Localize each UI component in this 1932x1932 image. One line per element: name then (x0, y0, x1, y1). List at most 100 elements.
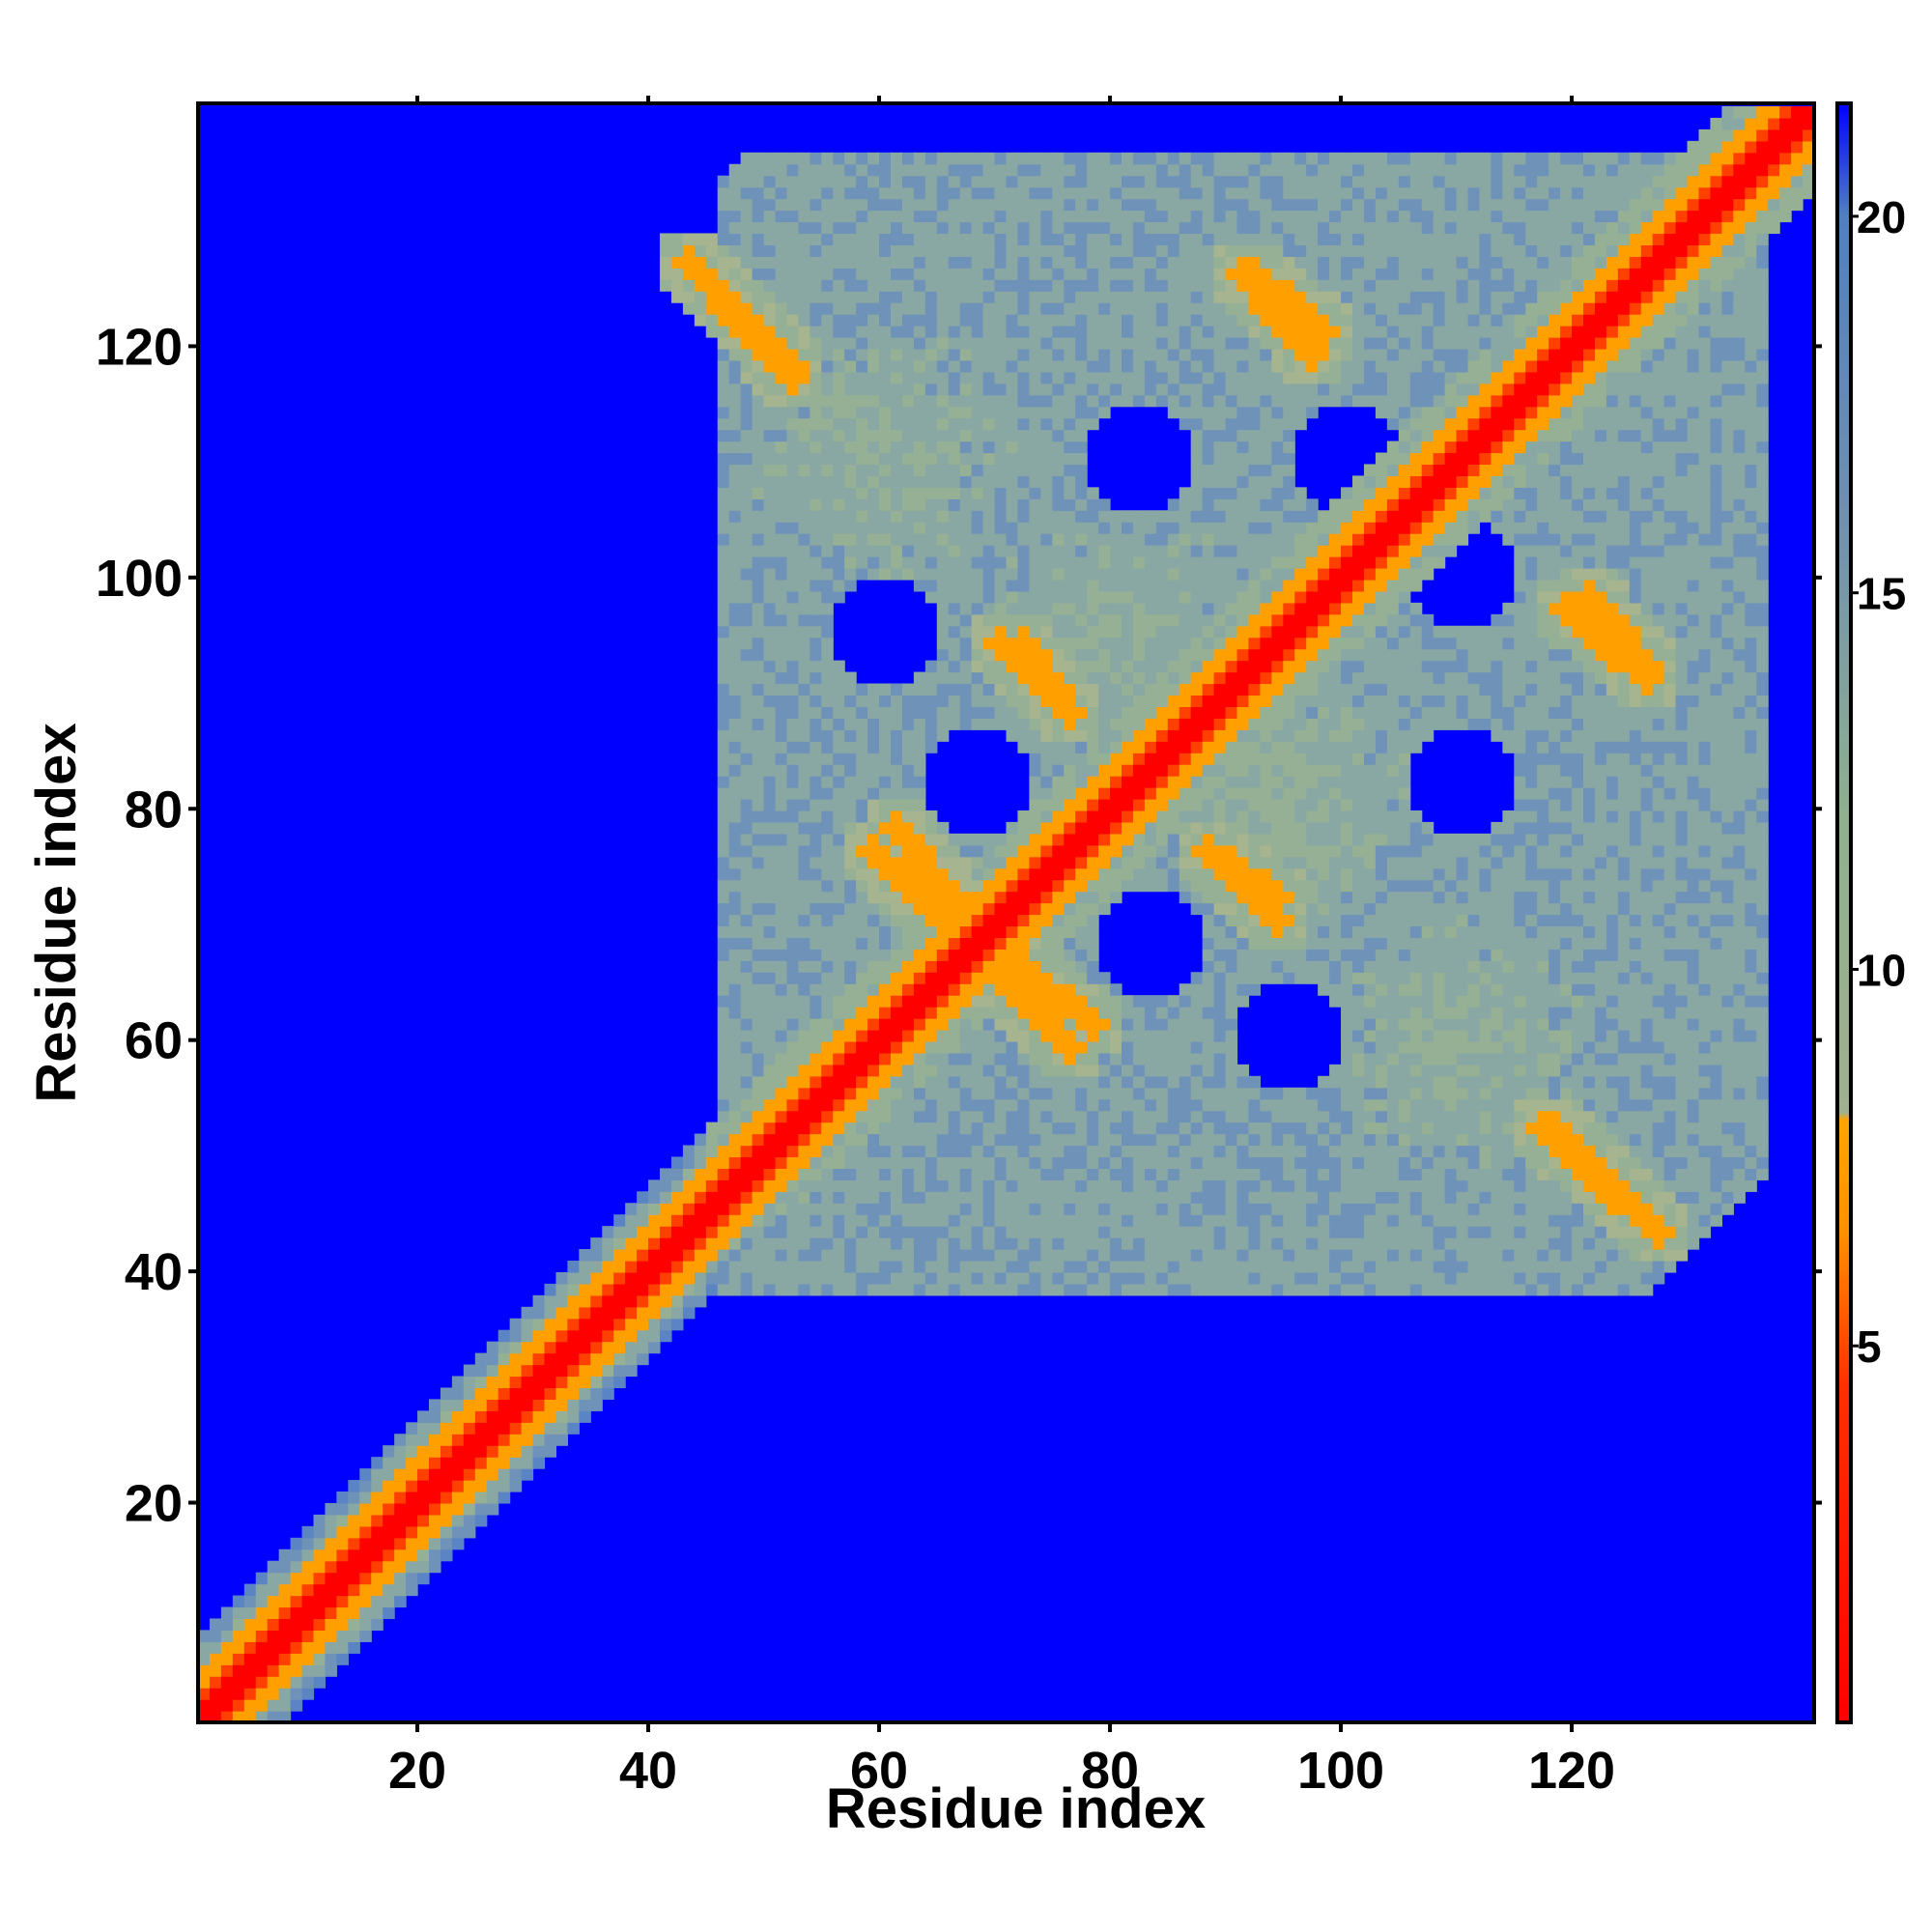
heatmap-cell (913, 729, 926, 742)
heatmap-cell (936, 1283, 950, 1296)
heatmap-cell (1064, 960, 1076, 973)
heatmap-cell (821, 383, 834, 396)
heatmap-cell (1236, 1237, 1250, 1250)
heatmap-cell (417, 1480, 430, 1492)
heatmap-cell (1190, 637, 1204, 650)
heatmap-cell (243, 1664, 257, 1677)
heatmap-cell (833, 429, 845, 442)
heatmap-cell (752, 533, 765, 546)
heatmap-cell (486, 1352, 499, 1366)
heatmap-cell (891, 1156, 903, 1169)
heatmap-cell (763, 371, 777, 384)
heatmap-cell (1202, 279, 1215, 292)
heatmap-cell (786, 821, 799, 835)
heatmap-cell (971, 359, 984, 373)
heatmap-cell (728, 533, 742, 546)
heatmap-cell (994, 348, 1008, 361)
heatmap-cell (301, 1560, 315, 1574)
heatmap-cell (1202, 1156, 1215, 1169)
heatmap-cell (325, 1583, 337, 1597)
heatmap-cell (798, 1261, 810, 1273)
heatmap-cell (1110, 233, 1122, 245)
heatmap-cell (982, 671, 996, 685)
heatmap-cell (1155, 764, 1169, 777)
heatmap-cell (775, 671, 788, 685)
heatmap-cell (1098, 729, 1111, 742)
heatmap-cell (1202, 1283, 1215, 1296)
heatmap-cell (1040, 856, 1053, 869)
heatmap-cell (728, 706, 742, 719)
heatmap-cell (1179, 186, 1192, 200)
heatmap-cell (728, 302, 742, 315)
heatmap-cell (867, 337, 880, 350)
heatmap-cell (1155, 1191, 1169, 1204)
heatmap-cell (959, 210, 973, 223)
heatmap-cell (1144, 348, 1157, 361)
heatmap-cell (740, 210, 753, 223)
heatmap-cell (924, 718, 938, 730)
heatmap-cell (752, 972, 765, 984)
heatmap-cell (1110, 1064, 1122, 1077)
heatmap-cell (1190, 625, 1204, 639)
heatmap-cell (1213, 326, 1227, 338)
heatmap-cell (1029, 175, 1041, 188)
heatmap-cell (1064, 268, 1076, 280)
heatmap-cell (1017, 867, 1030, 881)
heatmap-cell (1087, 359, 1099, 373)
heatmap-cell (775, 718, 788, 730)
heatmap-cell (1213, 1075, 1227, 1089)
heatmap-cell (821, 1098, 834, 1112)
heatmap-cell (613, 1261, 626, 1273)
heatmap-cell (821, 810, 834, 823)
heatmap-cell (1040, 268, 1053, 280)
heatmap-cell (1110, 359, 1122, 373)
heatmap-cell (1087, 648, 1099, 662)
heatmap-cell (717, 879, 730, 893)
heatmap-cell (891, 833, 903, 846)
heatmap-cell (1029, 406, 1041, 419)
heatmap-cell (798, 152, 810, 165)
heatmap-cell (901, 210, 915, 223)
heatmap-cell (833, 891, 845, 904)
heatmap-cell (1029, 856, 1041, 869)
heatmap-cell (1006, 613, 1019, 627)
heatmap-cell (1098, 279, 1111, 292)
heatmap-cell (891, 359, 903, 373)
heatmap-cell (740, 671, 753, 685)
heatmap-cell (1144, 625, 1157, 639)
heatmap-cell (336, 1525, 349, 1539)
heatmap-cell (798, 671, 810, 685)
heatmap-cell (867, 1214, 880, 1227)
heatmap-cell (1179, 1156, 1192, 1169)
heatmap-cell (891, 510, 903, 523)
heatmap-cell (1052, 291, 1065, 303)
heatmap-cell (1052, 498, 1065, 511)
heatmap-cell (1064, 879, 1076, 893)
heatmap-cell (567, 1318, 580, 1331)
heatmap-cell (474, 1410, 488, 1423)
heatmap-cell (1087, 302, 1099, 315)
heatmap-cell (786, 810, 799, 823)
heatmap-cell (752, 1249, 765, 1262)
heatmap-cell (1179, 1249, 1192, 1262)
heatmap-cell (705, 1179, 719, 1192)
heatmap-cell (625, 1341, 638, 1354)
heatmap-cell (521, 1468, 534, 1481)
heatmap-cell (901, 279, 915, 292)
heatmap-cell (1110, 383, 1122, 396)
heatmap-cell (821, 371, 834, 384)
heatmap-cell (959, 983, 973, 996)
heatmap-cell (856, 510, 868, 523)
heatmap-cell (1064, 233, 1076, 245)
heatmap-cell (1098, 995, 1111, 1008)
heatmap-cell (924, 163, 938, 177)
heatmap-cell (994, 1145, 1008, 1158)
heatmap-cell (1064, 821, 1076, 835)
heatmap-cell (913, 683, 926, 696)
heatmap-cell (509, 1376, 523, 1389)
heatmap-cell (463, 1514, 476, 1527)
heatmap-cell (602, 1364, 614, 1378)
heatmap-cell (1213, 1214, 1227, 1227)
heatmap-cell (740, 844, 753, 858)
heatmap-cell (982, 579, 996, 592)
